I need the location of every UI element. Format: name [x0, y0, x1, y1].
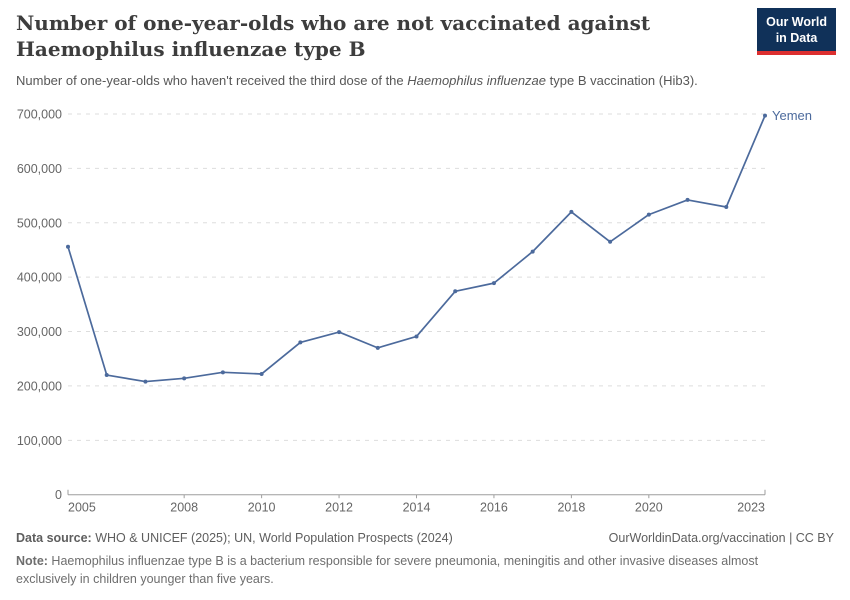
chart-note: Note: Haemophilus influenzae type B is a…	[16, 552, 806, 588]
data-source-line: Data source: WHO & UNICEF (2025); UN, Wo…	[16, 531, 453, 545]
data-point[interactable]	[646, 212, 651, 217]
data-point[interactable]	[414, 334, 419, 339]
y-axis-label: 100,000	[17, 434, 62, 448]
data-point[interactable]	[259, 371, 264, 376]
data-point[interactable]	[375, 345, 380, 350]
x-axis-label: 2016	[480, 501, 508, 515]
x-axis-label: 2014	[403, 501, 431, 515]
data-point[interactable]	[685, 197, 690, 202]
subtitle-text: Number of one-year-olds who haven't rece…	[16, 73, 408, 88]
y-axis-label: 200,000	[17, 379, 62, 393]
data-point[interactable]	[724, 204, 729, 209]
y-axis-label: 400,000	[17, 271, 62, 285]
data-point[interactable]	[298, 340, 303, 345]
data-point[interactable]	[763, 113, 767, 118]
x-axis-label: 2010	[248, 501, 276, 515]
y-axis-label: 500,000	[17, 216, 62, 230]
chart-footer: Data source: WHO & UNICEF (2025); UN, Wo…	[16, 531, 834, 588]
data-point[interactable]	[608, 239, 613, 244]
x-axis-label: 2005	[68, 501, 96, 515]
data-source-text: WHO & UNICEF (2025); UN, World Populatio…	[91, 531, 453, 545]
note-label: Note:	[16, 554, 48, 568]
license-link[interactable]: OurWorldinData.org/vaccination | CC BY	[608, 531, 834, 545]
y-axis-label: 300,000	[17, 325, 62, 339]
chart-subtitle: Number of one-year-olds who haven't rece…	[16, 72, 698, 90]
subtitle-latin-name: Haemophilus influenzae	[407, 73, 547, 88]
note-text: Haemophilus influenzae type B is a bacte…	[16, 554, 759, 587]
data-point[interactable]	[182, 376, 187, 381]
x-axis-label: 2020	[635, 501, 663, 515]
owid-logo-line2: in Data	[775, 30, 818, 45]
chart-canvas[interactable]: 0 100,000 200,000 300,000 400,000 500,000 600,…	[0, 100, 850, 525]
y-axis-label: 700,000	[17, 108, 62, 122]
data-source-label: Data source:	[16, 531, 92, 545]
data-point[interactable]	[530, 249, 535, 254]
data-point[interactable]	[104, 373, 109, 378]
data-point[interactable]	[337, 330, 342, 335]
line-series-yemen	[67, 114, 766, 383]
subtitle-text-end: type B vaccination (Hib3).	[546, 73, 698, 88]
y-axis-label: 0	[55, 488, 62, 502]
owid-logo-line1: Our World	[766, 15, 827, 29]
x-axis-label: 2012	[325, 501, 353, 515]
data-point[interactable]	[220, 370, 225, 375]
data-point[interactable]	[453, 289, 458, 294]
chart-title: Number of one-year-olds who are not vacc…	[16, 11, 651, 61]
owid-logo[interactable]: Our World in Data	[757, 8, 836, 56]
series-label-yemen[interactable]: Yemen	[772, 108, 812, 123]
x-axis-label: 2018	[557, 501, 585, 515]
data-point[interactable]	[569, 209, 574, 214]
data-point[interactable]	[491, 281, 496, 286]
x-axis-label: 2008	[170, 501, 198, 515]
data-point[interactable]	[143, 379, 148, 384]
x-axis-label: 2023	[737, 501, 765, 515]
data-point[interactable]	[66, 244, 70, 249]
y-axis-label: 600,000	[17, 162, 62, 176]
